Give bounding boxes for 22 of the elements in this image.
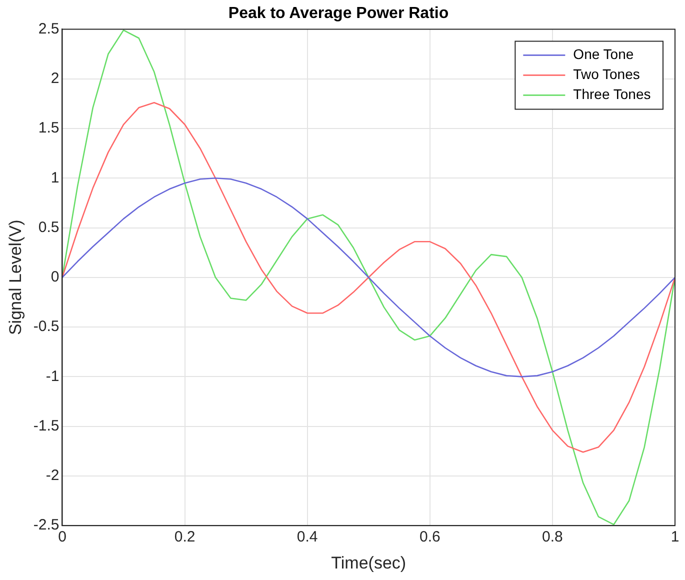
- x-axis-title: Time(sec): [331, 553, 406, 572]
- legend-label: Two Tones: [573, 66, 640, 82]
- y-tick-label: 0: [50, 268, 60, 286]
- legend-label: Three Tones: [573, 86, 651, 102]
- y-tick-label: 1: [50, 169, 60, 186]
- y-tick-label: -0.5: [33, 318, 60, 336]
- x-tick-label: 0.2: [174, 528, 196, 546]
- y-tick-label: -1.5: [33, 417, 60, 434]
- y-tick-label: 2: [50, 70, 60, 87]
- y-tick-label: -1: [46, 368, 60, 385]
- x-tick-label: 0.8: [542, 528, 563, 546]
- chart-title: Peak to Average Power Ratio: [228, 5, 449, 22]
- y-tick-label: 0.5: [38, 218, 60, 236]
- legend-label: One Tone: [573, 46, 634, 62]
- x-tick-label: 0.6: [419, 528, 440, 546]
- x-tick-label: 0.4: [296, 528, 318, 546]
- y-tick-label: -2.5: [33, 516, 60, 534]
- y-tick-label: 2.5: [38, 20, 60, 38]
- x-tick-label: 1: [670, 528, 680, 546]
- y-tick-label: -2: [46, 467, 60, 484]
- y-axis-title: Signal Level(V): [6, 220, 25, 336]
- y-tick-label: 1.5: [38, 120, 60, 137]
